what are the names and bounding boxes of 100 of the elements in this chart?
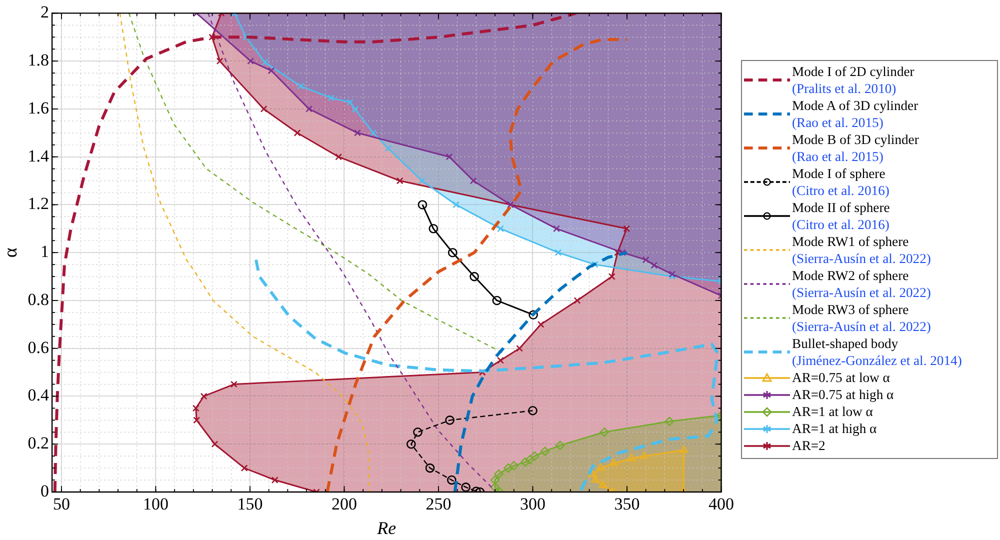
point	[428, 224, 438, 234]
legend-label: AR=0.75 at low α	[792, 369, 890, 386]
point	[406, 439, 416, 449]
point	[448, 248, 458, 258]
line-series	[119, 13, 370, 492]
point	[664, 416, 674, 426]
legend-label: Mode B of 3D cylinder (Rao et al. 2015)	[792, 131, 919, 165]
point	[445, 416, 454, 425]
point	[494, 469, 504, 479]
point	[478, 368, 486, 376]
point	[614, 249, 622, 256]
x-tick-label: 300	[520, 494, 546, 514]
point	[598, 480, 607, 488]
point	[192, 404, 200, 412]
point	[242, 34, 250, 41]
x-tick-label: 350	[614, 494, 640, 514]
legend-label: Mode I of sphere (Citro et al. 2016)	[792, 165, 890, 199]
point	[528, 406, 538, 416]
point	[211, 440, 218, 448]
y-axis-title: α	[0, 248, 22, 258]
y-tick-label: 1.6	[28, 98, 50, 118]
legend-label: Bullet-shaped body (Jiménez-González et al. 2014)	[792, 335, 962, 369]
point	[554, 249, 562, 256]
point	[537, 320, 544, 328]
point	[418, 177, 426, 184]
point	[271, 476, 278, 484]
point	[528, 310, 538, 320]
x-axis-title: Re	[376, 518, 396, 538]
point	[396, 177, 404, 184]
point	[668, 270, 676, 278]
point	[680, 445, 688, 453]
legend-label: AR=0.75 at high α	[792, 386, 894, 403]
x-tick-label: 200	[331, 494, 357, 514]
point	[623, 225, 630, 232]
y-tick-label: 0	[40, 481, 50, 500]
point	[297, 82, 304, 90]
line-series	[254, 258, 720, 492]
y-tick-label: 0.4	[28, 386, 50, 405]
point	[588, 470, 597, 477]
point	[208, 34, 216, 41]
point	[497, 225, 504, 232]
point	[516, 344, 524, 352]
point	[230, 380, 238, 388]
point	[650, 262, 658, 269]
y-tick-label: 0.6	[28, 338, 50, 357]
point	[509, 461, 519, 470]
point	[610, 458, 618, 466]
point	[354, 129, 361, 136]
point	[596, 463, 605, 471]
line-series	[326, 38, 628, 492]
point	[600, 428, 610, 437]
point	[447, 475, 456, 485]
point	[335, 153, 342, 160]
legend-label: Mode II of sphere (Citro et al. 2016)	[792, 199, 890, 233]
point	[193, 416, 200, 424]
legend-label: AR=2	[792, 437, 826, 454]
point	[260, 105, 268, 112]
point	[418, 200, 428, 210]
point	[268, 67, 275, 74]
point	[306, 105, 312, 112]
point	[446, 153, 453, 160]
point	[352, 106, 359, 113]
x-tick-label: 250	[426, 494, 452, 514]
line-series	[128, 13, 504, 354]
point	[492, 296, 502, 306]
point	[555, 440, 565, 450]
y-tick-label: 1.8	[28, 50, 50, 70]
point	[461, 482, 470, 492]
point	[504, 463, 513, 473]
x-tick-label: 150	[237, 494, 263, 514]
point	[200, 392, 208, 400]
point	[627, 454, 636, 462]
point	[328, 94, 335, 102]
y-tick-label: 1	[40, 242, 50, 262]
legend-label: Mode RW1 of sphere (Sierra-Ausín et al. 2022)	[792, 233, 931, 267]
point	[553, 225, 560, 232]
point	[497, 356, 504, 364]
y-tick-label: 1.4	[28, 146, 50, 166]
point	[470, 272, 479, 282]
point	[247, 58, 254, 65]
legend-label: Mode RW2 of sphere (Sierra-Ausín et al. 2022)	[792, 267, 931, 301]
legend-label: Mode A of 3D cylinder (Rao et al. 2015)	[792, 97, 918, 131]
y-tick-label: 0.8	[28, 290, 50, 309]
y-tick-label: 1.2	[28, 194, 50, 214]
point	[425, 463, 435, 473]
point	[591, 261, 598, 268]
point	[540, 446, 550, 456]
point	[294, 129, 301, 136]
x-tick-label: 50	[52, 494, 70, 514]
point	[525, 455, 535, 464]
point	[520, 457, 530, 467]
legend-label: Mode I of 2D cylinder (Pralits et al. 2010)	[792, 63, 914, 97]
point	[240, 464, 248, 472]
legend-label: AR=1 at high α	[792, 420, 877, 437]
x-tick-label: 400	[708, 494, 734, 514]
point	[668, 273, 676, 280]
point	[608, 273, 616, 280]
point	[452, 201, 460, 208]
point	[640, 451, 648, 459]
line-series	[453, 251, 628, 492]
